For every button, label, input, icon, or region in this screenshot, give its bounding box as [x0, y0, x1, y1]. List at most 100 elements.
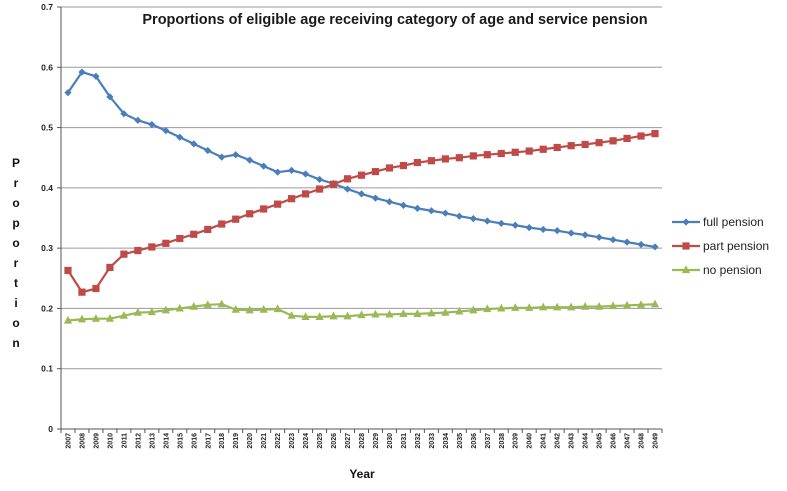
data-point — [190, 140, 198, 148]
x-tick-label: 2032 — [415, 433, 422, 449]
data-point — [245, 305, 254, 314]
x-tick-label: 2035 — [457, 433, 464, 449]
data-point — [246, 210, 254, 218]
y-tick-label: 0.6 — [41, 62, 53, 72]
data-point — [553, 227, 561, 235]
x-tick-label: 2037 — [485, 433, 492, 449]
data-point — [539, 302, 548, 311]
data-point — [469, 215, 477, 223]
data-point — [455, 154, 463, 162]
x-tick-label: 2007 — [65, 433, 72, 449]
data-point — [343, 185, 352, 193]
data-point — [483, 151, 491, 159]
x-tick-label: 2042 — [555, 433, 562, 449]
x-tick-label: 2049 — [653, 433, 660, 449]
data-point — [525, 303, 534, 311]
data-point — [413, 158, 422, 167]
x-tick-label: 2014 — [163, 433, 170, 449]
legend: full pension part pension no pension — [672, 215, 769, 277]
data-point — [148, 120, 156, 129]
x-tick-label: 2027 — [345, 433, 352, 449]
x-tick-label: 2028 — [359, 433, 366, 449]
data-point — [357, 171, 366, 179]
data-point — [483, 217, 491, 225]
data-point — [218, 220, 226, 228]
data-point — [581, 302, 590, 310]
series-no-pension — [63, 299, 660, 324]
data-point — [441, 155, 449, 163]
data-point — [133, 308, 142, 316]
y-axis-label-letter: r — [14, 256, 19, 270]
legend-label: full pension — [703, 215, 764, 229]
data-point — [497, 219, 505, 228]
data-point — [636, 300, 646, 308]
data-point — [288, 195, 296, 203]
data-point — [315, 312, 324, 320]
data-point — [385, 309, 394, 318]
data-point — [553, 143, 561, 152]
data-point — [511, 148, 519, 156]
data-point — [301, 190, 310, 198]
data-point — [218, 153, 226, 161]
data-point — [682, 242, 690, 250]
data-point — [105, 314, 115, 322]
data-point — [63, 315, 73, 324]
data-point — [357, 190, 366, 198]
data-point — [511, 303, 520, 311]
chart-title: Proportions of eligible age receiving ca… — [142, 12, 647, 28]
x-tick-label: 2045 — [597, 433, 604, 449]
data-point — [232, 215, 240, 223]
x-tick-label: 2039 — [513, 433, 520, 449]
x-tick-label: 2026 — [331, 433, 338, 449]
x-tick-label: 2047 — [625, 433, 632, 449]
data-point — [78, 288, 86, 296]
y-tick-label: 0 — [48, 424, 53, 434]
data-point — [427, 308, 436, 317]
data-point — [190, 230, 198, 238]
x-tick-label: 2012 — [135, 433, 142, 449]
y-tick-label: 0.1 — [41, 364, 53, 374]
data-point — [91, 314, 101, 322]
data-point — [637, 132, 645, 140]
x-tick-label: 2036 — [471, 433, 478, 449]
data-point — [651, 243, 659, 251]
y-axis-ticks: 0 0.1 0.2 0.3 0.4 0.5 0.6 0.7 — [41, 2, 61, 434]
data-point — [595, 139, 603, 147]
x-tick-label: 2031 — [401, 433, 408, 449]
data-point — [371, 167, 380, 176]
y-tick-label: 0.7 — [41, 2, 53, 12]
data-point — [288, 166, 296, 174]
data-point — [427, 157, 435, 165]
legend-label: part pension — [703, 239, 769, 253]
data-point — [134, 116, 142, 124]
data-point — [329, 180, 338, 188]
data-point — [162, 239, 170, 247]
legend-item: full pension — [672, 215, 764, 229]
x-tick-label: 2020 — [247, 433, 254, 449]
y-axis-label-letter: t — [14, 276, 18, 290]
data-point — [175, 303, 184, 312]
x-tick-label: 2019 — [233, 433, 240, 449]
x-tick-label: 2046 — [611, 433, 618, 449]
data-point — [455, 212, 463, 220]
data-point — [259, 305, 268, 313]
x-tick-label: 2017 — [205, 433, 212, 449]
y-tick-label: 0.2 — [41, 303, 53, 313]
x-tick-label: 2025 — [317, 433, 324, 449]
data-point — [595, 302, 604, 310]
data-point — [64, 89, 72, 97]
x-tick-label: 2029 — [373, 433, 380, 449]
data-point — [274, 200, 282, 208]
x-tick-label: 2034 — [443, 433, 450, 449]
data-point — [525, 147, 533, 155]
data-point — [287, 311, 296, 319]
data-point — [357, 310, 366, 319]
data-point — [232, 151, 240, 159]
x-axis-ticks: 2007 2008 2009 2010 2011 2012 2013 2014 2015 2016… — [60, 429, 663, 449]
data-point — [64, 266, 72, 275]
data-point — [134, 246, 142, 255]
data-point — [78, 68, 86, 76]
x-tick-label: 2009 — [93, 433, 100, 449]
data-point — [260, 162, 268, 170]
